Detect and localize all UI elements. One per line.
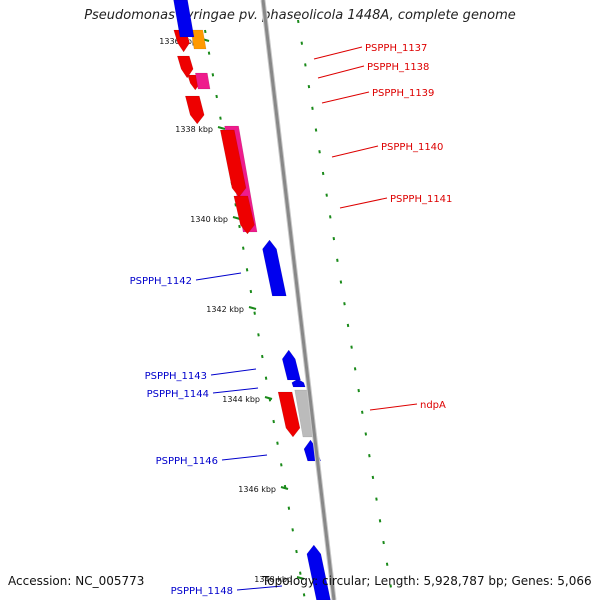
genome-summary-text: Topology: circular; Length: 5,928,787 bp… xyxy=(262,574,592,588)
map-title: Pseudomonas syringae pv. phaseolicola 14… xyxy=(84,8,516,23)
gene-label: PSPPH_1144 xyxy=(147,389,209,400)
gene-label-layer: PSPPH_1137 PSPPH_1138 PSPPH_1139 PSPPH_1140… xyxy=(130,43,453,597)
gene-forward xyxy=(277,391,301,438)
tick-mark-inner xyxy=(287,506,291,510)
genome-backbone xyxy=(261,0,336,600)
gene-reverse xyxy=(306,544,331,600)
gene-layer xyxy=(173,0,331,600)
tick-mark-inner xyxy=(264,376,268,380)
tick-mark-inner xyxy=(302,593,306,597)
tick-mark-inner xyxy=(276,441,279,445)
tick-mark-inner xyxy=(253,311,256,315)
kbp-tick-mark xyxy=(248,306,257,310)
gene-label: ndpA xyxy=(420,400,446,411)
gene-label-leader xyxy=(212,387,259,394)
tick-mark-inner xyxy=(272,419,275,424)
tick-mark-inner xyxy=(219,116,222,120)
gene-forward xyxy=(195,72,211,90)
gene-label-leader xyxy=(339,197,388,209)
gene-label-leader xyxy=(221,454,268,461)
tick-mark-inner xyxy=(291,528,294,532)
gene-label: PSPPH_1140 xyxy=(381,142,443,153)
tick-mark-inner xyxy=(257,333,260,337)
kbp-tick-label: 1348 kbp xyxy=(254,575,292,584)
gene-label: PSPPH_1137 xyxy=(365,43,427,54)
tick-mark-inner xyxy=(280,463,283,467)
gene-label-leader xyxy=(195,272,242,281)
kbp-tick-mark xyxy=(217,126,226,130)
gene-label-leader xyxy=(331,145,379,158)
gene-label-leader xyxy=(317,65,365,79)
tick-mark-inner xyxy=(215,94,218,99)
gene-label: PSPPH_1146 xyxy=(156,456,218,467)
gene-label-leader xyxy=(236,585,283,591)
gene-label: PSPPH_1138 xyxy=(367,62,429,73)
gene-forward xyxy=(233,195,255,235)
tick-mark-inner xyxy=(238,224,241,229)
gene-label: PSPPH_1141 xyxy=(390,194,452,205)
tick-mark-inner xyxy=(261,354,264,359)
tick-mark-inner xyxy=(207,51,211,55)
kbp-tick-mark xyxy=(232,216,241,220)
tick-mark-inner xyxy=(211,73,215,77)
kbp-tick-label: 1344 kbp xyxy=(222,395,260,404)
kbp-tick-label: 1340 kbp xyxy=(190,215,228,224)
gene-label: PSPPH_1142 xyxy=(130,276,192,287)
gene-label-leader xyxy=(321,91,370,104)
tick-mark-inner xyxy=(234,203,237,207)
kbp-tick-mark xyxy=(296,576,305,580)
tick-mark-inner xyxy=(245,268,249,272)
gene-reverse xyxy=(173,0,195,38)
gene-forward xyxy=(219,129,247,198)
gene-reverse xyxy=(291,378,306,388)
gene-label-leader xyxy=(210,368,257,376)
tick-mark-inner xyxy=(242,246,245,250)
kbp-tick-label: 1346 kbp xyxy=(238,485,276,494)
gene-forward xyxy=(176,55,194,79)
gene-label: PSPPH_1143 xyxy=(145,371,207,382)
gene-label-leader xyxy=(369,403,418,411)
tick-mark-inner xyxy=(299,571,302,575)
tick-mark-inner xyxy=(295,549,298,554)
gene-label-leader xyxy=(313,46,363,60)
tick-mark-inner xyxy=(249,289,253,294)
gene-label: PSPPH_1148 xyxy=(171,586,233,597)
gene-reverse xyxy=(281,349,301,381)
kbp-tick-mark xyxy=(280,486,289,490)
kbp-tick-mark xyxy=(264,396,273,400)
gene-forward xyxy=(184,95,205,125)
kbp-tick-label: 1338 kbp xyxy=(175,125,213,134)
gene-forward xyxy=(190,29,207,50)
gene-label: PSPPH_1139 xyxy=(372,88,434,99)
kbp-tick-label: 1342 kbp xyxy=(206,305,244,314)
gene-reverse xyxy=(262,239,287,297)
accession-text: Accession: NC_005773 xyxy=(8,574,145,588)
tick-mark-inner xyxy=(204,29,207,34)
